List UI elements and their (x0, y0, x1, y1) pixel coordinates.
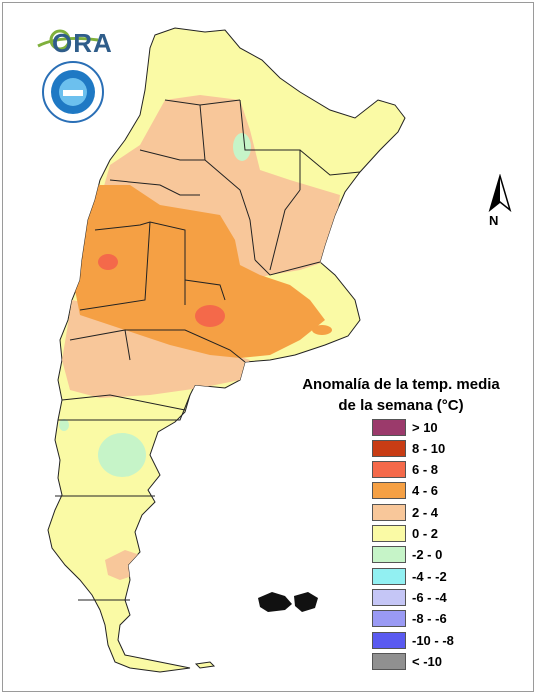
legend-label: -2 - 0 (412, 547, 443, 563)
legend-swatch (372, 588, 406, 606)
legend-label: < -10 (412, 653, 442, 669)
ora-logo-text: ORA (52, 28, 113, 58)
legend-title: Anomalía de la temp. media de la semana … (292, 374, 510, 416)
ora-logo (37, 29, 99, 51)
legend-swatch (372, 546, 406, 564)
legend-item: 0 - 2 (372, 525, 438, 543)
legend-item: -6 - -4 (372, 588, 447, 606)
legend-label: -10 - -8 (412, 632, 454, 648)
zone-cool-west (59, 419, 69, 431)
zone-cool-north (233, 133, 251, 161)
legend-item: -10 - -8 (372, 631, 454, 649)
legend-swatch (372, 503, 406, 521)
legend-swatch (372, 418, 406, 436)
legend-swatch (372, 567, 406, 585)
legend-item: < -10 (372, 652, 442, 670)
legend-label: -8 - -6 (412, 611, 447, 627)
legend-swatch (372, 439, 406, 457)
zone-6-8-center (195, 305, 225, 327)
zone-6-8-west (98, 254, 118, 270)
legend-item: 6 - 8 (372, 461, 438, 479)
legend-item: -4 - -2 (372, 567, 447, 585)
legend-swatch (372, 461, 406, 479)
legend-label: 0 - 2 (412, 526, 439, 541)
legend-label: > 10 (412, 419, 438, 435)
isla-de-los-estados (194, 661, 216, 669)
legend-swatch (372, 631, 406, 649)
legend-item: > 10 (372, 418, 438, 436)
anomaly-zones (59, 95, 340, 580)
legend-label: -6 - -4 (412, 589, 447, 605)
smn-seal (42, 61, 104, 123)
legend-swatch (372, 482, 406, 500)
legend-label: -4 - -2 (412, 568, 447, 584)
province-boundaries (55, 99, 361, 601)
legend-label: 2 - 4 (412, 504, 439, 520)
legend-label: 4 - 6 (412, 483, 439, 499)
legend-title-line1: Anomalía de la temp. media (302, 376, 500, 393)
legend-swatch (372, 652, 406, 670)
legend-item: -8 - -6 (372, 610, 447, 628)
north-label: N (489, 213, 499, 228)
zone-cool-chubut (98, 433, 146, 477)
zone-4-6-east-spot (312, 325, 332, 335)
legend-swatch (372, 610, 406, 628)
zone-4-6 (75, 185, 325, 358)
malvinas-islands (258, 592, 318, 612)
legend-item: 2 - 4 (372, 503, 438, 521)
legend-item: 8 - 10 (372, 439, 445, 457)
legend-item: 4 - 6 (372, 482, 438, 500)
legend-title-line2: de la semana (°C) (338, 397, 464, 414)
legend-label: 6 - 8 (412, 462, 439, 478)
legend-item: -2 - 0 (372, 546, 442, 564)
legend-label: 8 - 10 (412, 440, 446, 456)
north-arrow-icon (488, 174, 512, 212)
legend-swatch (372, 525, 406, 542)
